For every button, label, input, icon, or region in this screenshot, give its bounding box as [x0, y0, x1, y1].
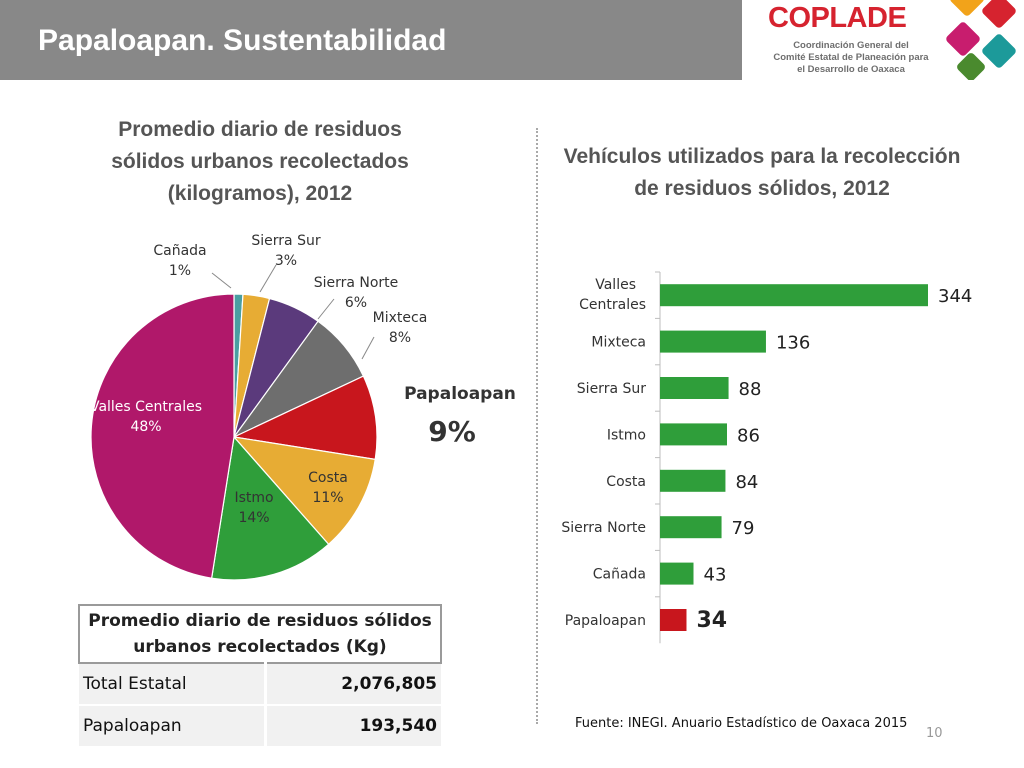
- source-note: Fuente: INEGI. Anuario Estadístico de Oa…: [575, 716, 908, 731]
- bar-value-label: 84: [735, 472, 758, 493]
- pie-leader-line: [361, 336, 375, 360]
- bar-valles-centrales: [660, 284, 928, 307]
- pie-label-name: Istmo: [234, 490, 273, 506]
- bar-category-label: Papaloapan: [565, 613, 646, 629]
- pie-label-pct: 14%: [238, 510, 269, 526]
- pie-label-name: Papaloapan: [404, 384, 516, 404]
- bar-canada: [660, 562, 694, 585]
- section-divider: [536, 128, 538, 724]
- bar-value-label: 86: [737, 425, 760, 446]
- bar-value-label: 88: [739, 379, 762, 400]
- pie-label: Sierra Sur 3%: [251, 233, 320, 269]
- pie-label-pct: 1%: [169, 263, 191, 279]
- table-row: Total Estatal 2,076,805: [79, 662, 441, 705]
- bar-sierra-sur: [660, 377, 729, 399]
- pie-label-pct: 9%: [428, 415, 476, 448]
- logo-subtitle-line: el Desarrollo de Oaxaca: [797, 64, 905, 75]
- pie-title-line: sólidos urbanos recolectados: [111, 150, 409, 173]
- pie-label-pct: 11%: [312, 490, 343, 506]
- bar-papaloapan: [660, 609, 687, 631]
- logo-wordmark: COPLADE: [768, 2, 907, 34]
- pie-label: Papaloapan 9%: [404, 384, 516, 448]
- pie-leader-line: [317, 298, 335, 320]
- page-title: Papaloapan. Sustentabilidad: [38, 24, 447, 57]
- bar-chart-title: Vehículos utilizados para la recolección…: [548, 141, 976, 205]
- pie-label-name: Valles Centrales: [90, 399, 202, 415]
- logo-diamonds-icon: [946, 0, 1016, 80]
- pie-slice-istmo: [210, 435, 330, 581]
- bar-chart: 344 Valles Centrales 136 Mixteca 88 Sierra Sur…: [561, 271, 972, 644]
- table-header: Promedio diario de residuos sólidos urba…: [78, 604, 442, 664]
- bar-value-label: 79: [732, 518, 755, 539]
- bar-title-line: Vehículos utilizados para la recolección: [563, 145, 961, 168]
- bar-category-label: Mixteca: [591, 335, 646, 351]
- pie-label-name: Cañada: [153, 243, 206, 259]
- bar-category-label: Valles Centrales: [579, 277, 646, 313]
- bar-istmo: [660, 423, 727, 446]
- bar-title-line: de residuos sólidos, 2012: [634, 177, 890, 200]
- table-cell-value: 193,540: [265, 704, 441, 746]
- bar-category-label: Istmo: [607, 427, 646, 443]
- bar-value-label: 34: [696, 608, 727, 633]
- logo-subtitle-line: Comité Estatal de Planeación para: [773, 52, 929, 63]
- pie-slice-papaloapan: [231, 375, 378, 461]
- pie-label: Mixteca 8%: [373, 310, 428, 346]
- bar-category-label: Cañada: [593, 567, 646, 583]
- pie-label-pct: 8%: [389, 330, 411, 346]
- bar-value-label: 43: [704, 565, 727, 586]
- bar-mixteca: [660, 330, 766, 353]
- pie-label-pct: 6%: [345, 295, 367, 311]
- bar-category-label: Sierra Sur: [577, 381, 646, 397]
- residuos-table: Promedio diario de residuos sólidos urba…: [78, 604, 442, 746]
- table-row: Papaloapan 193,540: [79, 704, 441, 746]
- bar-category-label: Sierra Norte: [561, 520, 646, 536]
- pie-label: Costa 11%: [308, 470, 348, 506]
- bar-sierra-norte: [660, 516, 722, 539]
- bar-value-label: 344: [938, 286, 972, 307]
- pie-chart-title: Promedio diario de residuos sólidos urba…: [90, 114, 430, 210]
- pie-label-pct: 48%: [130, 419, 161, 435]
- pie-label: Istmo 14%: [234, 490, 273, 526]
- table-cell-label: Papaloapan: [79, 704, 267, 746]
- pie-label: Sierra Norte 6%: [314, 275, 399, 311]
- header-bar: Papaloapan. Sustentabilidad: [0, 0, 742, 80]
- pie-label-name: Sierra Sur: [251, 233, 320, 249]
- table-cell-value: 2,076,805: [265, 662, 441, 705]
- bar-category-label: Costa: [606, 474, 646, 490]
- pie-label-pct: 3%: [275, 253, 297, 269]
- logo-subtitle-line: Coordinación General del: [793, 40, 909, 51]
- page-number: 10: [926, 726, 943, 741]
- pie-slice-costa: [232, 436, 376, 546]
- pie-leader-line: [211, 272, 232, 289]
- pie-label: Valles Centrales 48%: [90, 399, 202, 435]
- table-cell-label: Total Estatal: [79, 662, 267, 705]
- pie-title-line: (kilogramos), 2012: [167, 182, 353, 205]
- pie-label-name: Sierra Norte: [314, 275, 399, 291]
- pie-leader-line: [259, 264, 277, 293]
- pie-label: Cañada 1%: [153, 243, 206, 279]
- coplade-logo: COPLADE Coordinación General del Comité …: [742, 0, 1024, 80]
- pie-chart: Cañada 1% Sierra Sur 3% Sierra Norte 6% Mixtec…: [90, 233, 516, 581]
- pie-label-name: Mixteca: [373, 310, 428, 326]
- bar-value-label: 136: [776, 333, 810, 354]
- pie-slice-valles-centrales: [90, 293, 235, 579]
- pie-title-line: Promedio diario de residuos: [118, 118, 402, 141]
- bar-costa: [660, 469, 726, 492]
- pie-label-name: Costa: [308, 470, 348, 486]
